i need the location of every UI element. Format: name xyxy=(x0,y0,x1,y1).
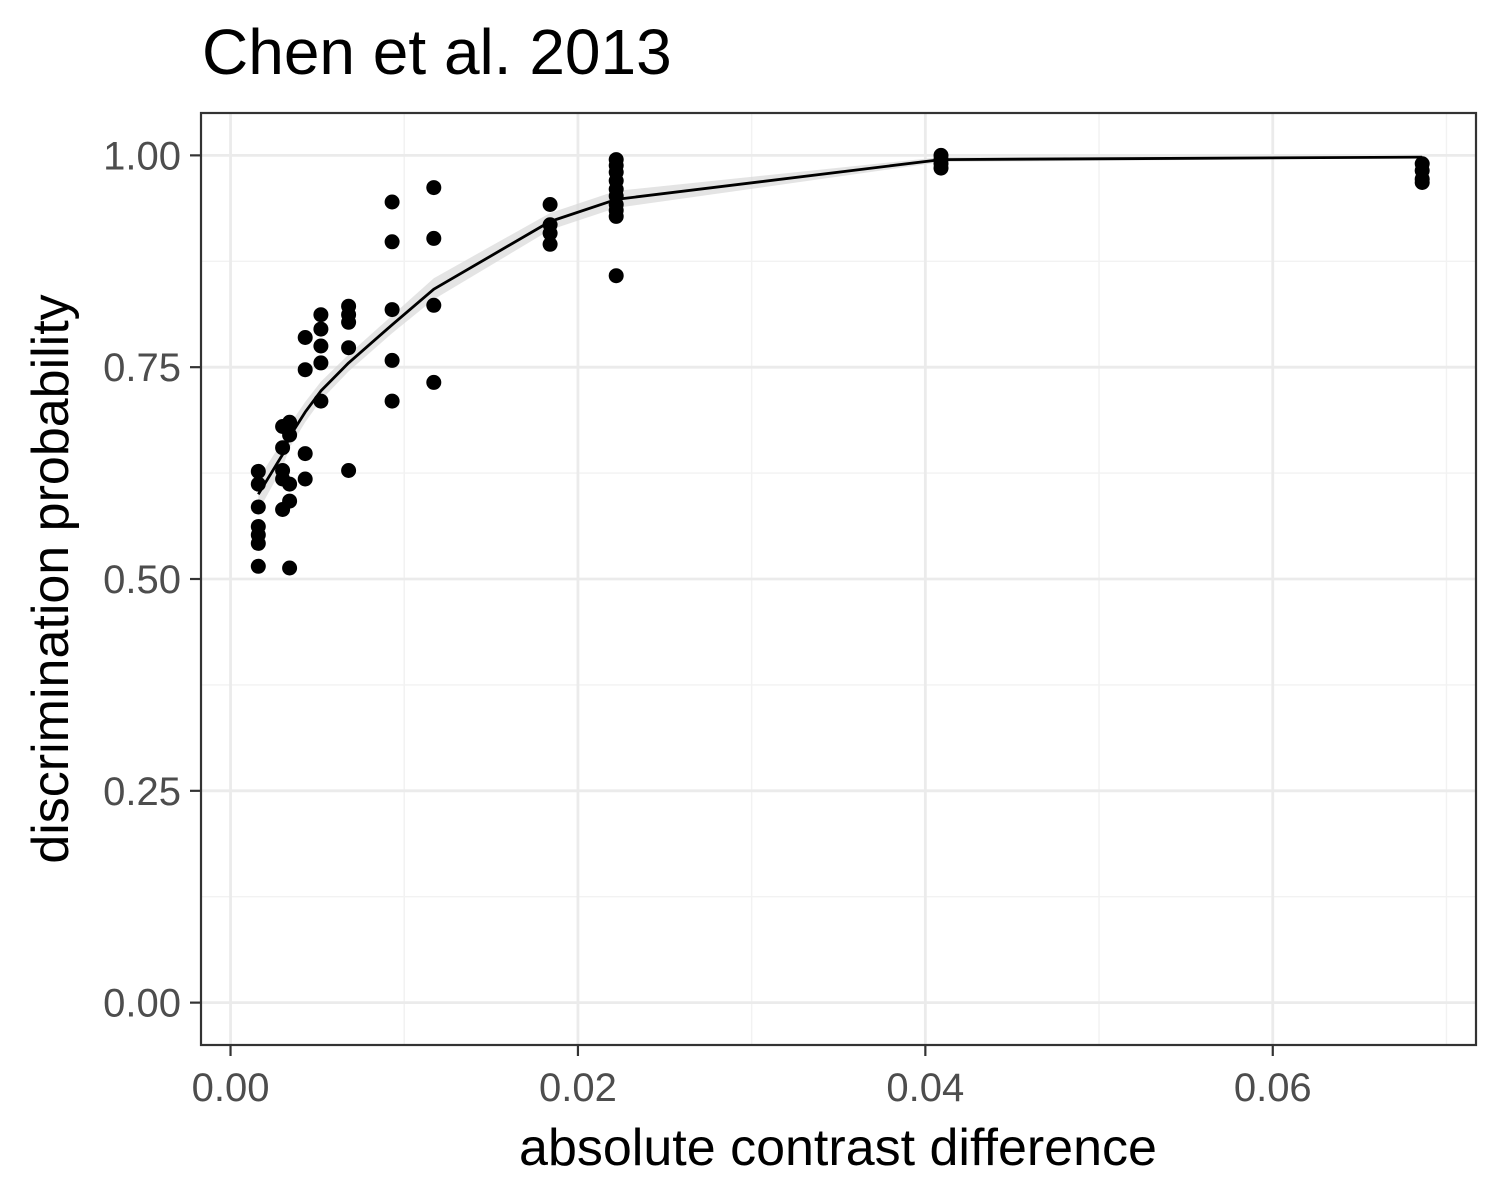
y-tick-label: 0.25 xyxy=(103,770,181,814)
data-point xyxy=(426,374,442,390)
data-point xyxy=(250,558,266,574)
y-tick-label: 0.50 xyxy=(103,558,181,602)
x-tick-label: 0.02 xyxy=(539,1066,617,1110)
data-point xyxy=(297,471,313,487)
data-point xyxy=(384,393,400,409)
data-point xyxy=(542,236,558,252)
data-point xyxy=(426,230,442,246)
data-point xyxy=(313,307,329,323)
data-point xyxy=(341,314,357,330)
data-point xyxy=(250,499,266,515)
data-point xyxy=(282,560,298,576)
data-point xyxy=(384,194,400,210)
data-point xyxy=(297,362,313,378)
y-tick-label: 1.00 xyxy=(103,134,181,178)
data-point xyxy=(250,535,266,551)
data-point xyxy=(608,268,624,284)
x-tick-label: 0.04 xyxy=(886,1066,964,1110)
y-axis: 0.00 0.25 0.50 0.75 1.00 xyxy=(103,134,201,1026)
x-tick-label: 0.00 xyxy=(192,1066,270,1110)
data-point xyxy=(282,427,298,443)
data-point xyxy=(275,440,291,456)
x-axis-title: absolute contrast difference xyxy=(519,1119,1157,1177)
data-point xyxy=(282,414,298,430)
data-point xyxy=(297,446,313,462)
chart-title: Chen et al. 2013 xyxy=(202,16,672,88)
grid-major xyxy=(201,113,1476,1045)
x-tick-label: 0.06 xyxy=(1234,1066,1312,1110)
data-point xyxy=(1414,175,1430,190)
y-tick-label: 0.75 xyxy=(103,346,181,390)
data-point xyxy=(297,330,313,345)
data-point xyxy=(608,208,624,224)
data-point xyxy=(426,297,442,313)
plot-area xyxy=(199,111,1478,1047)
data-point xyxy=(341,340,357,356)
data-point xyxy=(313,355,329,371)
x-axis: 0.00 0.02 0.04 0.06 xyxy=(192,1045,1312,1110)
data-point xyxy=(542,225,558,241)
data-point xyxy=(384,302,400,318)
data-point xyxy=(282,476,298,492)
data-point xyxy=(313,321,329,337)
data-point xyxy=(384,234,400,250)
data-point xyxy=(250,463,266,479)
data-point xyxy=(341,463,357,478)
data-point xyxy=(282,493,298,509)
points-layer xyxy=(250,147,1430,576)
data-point xyxy=(313,393,329,409)
data-point xyxy=(384,352,400,368)
y-tick-label: 0.00 xyxy=(103,982,181,1026)
data-point xyxy=(426,180,442,196)
data-point xyxy=(933,160,949,176)
data-point xyxy=(313,338,329,354)
y-axis-title: discrimination probability xyxy=(22,294,80,863)
data-point xyxy=(250,476,266,492)
data-point xyxy=(542,197,558,212)
